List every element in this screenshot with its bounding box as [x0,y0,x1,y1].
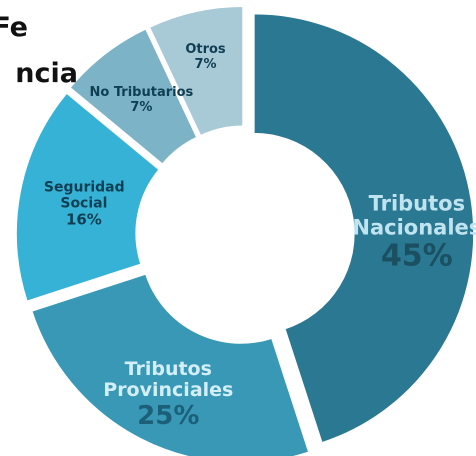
value-label: 45% [380,238,453,274]
donut-slice [148,5,244,137]
donut-slice [68,27,198,166]
slice-label: No Tributarios 7% [76,85,206,117]
donut-slice [15,92,161,303]
category-label: Tributos Provinciales [103,357,234,402]
slice-label: Tributos Provinciales 25% [103,357,234,433]
category-label: Otros [185,42,226,58]
title-fragment: Fe [0,12,28,43]
value-label: 7% [130,100,153,116]
donut-slice [253,12,475,444]
category-label: No Tributarios [89,85,194,101]
value-label: 16% [65,210,102,229]
category-label: Tributos Nacionales [352,191,476,240]
slice-label: Tributos Nacionales 45% [352,191,476,274]
slice-label: Otros 7% [176,42,236,73]
value-label: 7% [194,57,217,73]
title-fragment: ncia [15,58,78,89]
category-label: Seguridad Social [43,179,125,212]
slice-label: Seguridad Social 16% [43,179,125,229]
value-label: 25% [137,401,200,432]
donut-slice [30,272,310,456]
